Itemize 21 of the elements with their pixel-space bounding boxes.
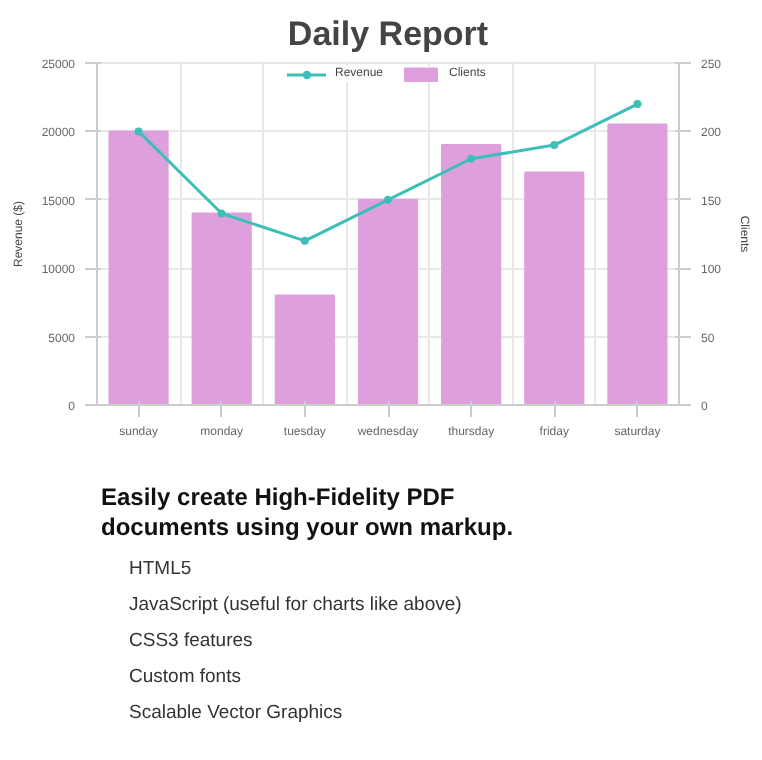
point xyxy=(550,141,559,150)
bar xyxy=(191,212,252,405)
bar xyxy=(357,198,419,405)
text: Easily create High-Fidelity PDF documents using your own markup. xyxy=(101,483,514,541)
chart-title: Daily Report xyxy=(287,15,489,53)
point xyxy=(384,195,392,204)
text: CSS3 features xyxy=(129,630,254,652)
text: Custom fonts xyxy=(129,666,242,688)
text: JavaScript (useful for charts like above) xyxy=(129,594,462,616)
point xyxy=(633,100,642,109)
point xyxy=(300,236,309,245)
bar xyxy=(274,294,335,405)
text: Scalable Vector Graphics xyxy=(129,702,343,724)
point xyxy=(134,127,143,136)
bar xyxy=(524,171,585,405)
bar xyxy=(441,144,502,405)
text: HTML5 xyxy=(129,558,192,580)
point xyxy=(467,154,476,163)
point xyxy=(217,209,226,218)
bar xyxy=(108,130,169,405)
bar xyxy=(607,123,668,405)
